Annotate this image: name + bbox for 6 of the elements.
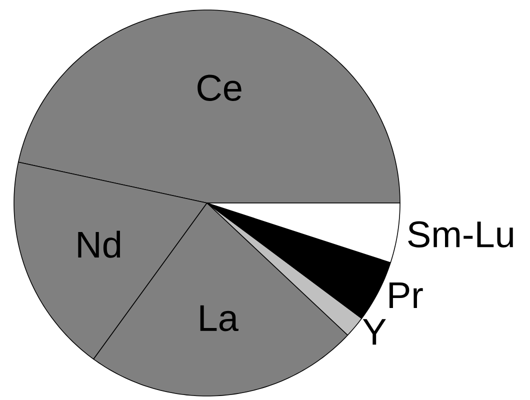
slice-label: Nd bbox=[78, 230, 120, 258]
slice-label: Y bbox=[362, 319, 386, 345]
slice-label: La bbox=[200, 305, 238, 332]
slice-label: Pr bbox=[390, 282, 423, 308]
slice-label: Ce bbox=[198, 74, 242, 101]
slice-label: Sm-Lu bbox=[408, 221, 513, 248]
